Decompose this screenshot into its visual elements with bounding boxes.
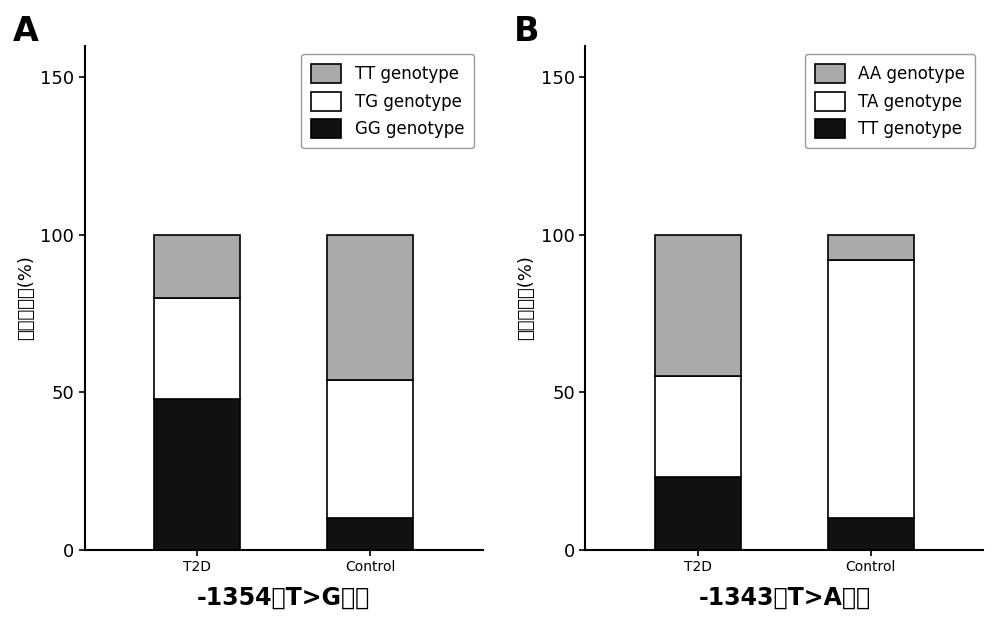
Bar: [828, 235, 914, 260]
Y-axis label: 基因型频率(%): 基因型频率(%): [517, 255, 535, 340]
Y-axis label: 基因型频率(%): 基因型频率(%): [17, 255, 35, 340]
X-axis label: -1354位T>G突变: -1354位T>G突变: [197, 585, 370, 609]
Bar: [655, 477, 741, 550]
Legend: TT genotype, TG genotype, GG genotype: TT genotype, TG genotype, GG genotype: [301, 54, 474, 148]
Bar: [154, 399, 240, 550]
Bar: [655, 235, 741, 376]
Bar: [655, 376, 741, 477]
Bar: [154, 235, 240, 298]
Text: B: B: [514, 15, 539, 48]
X-axis label: -1343位T>A突变: -1343位T>A突变: [698, 585, 870, 609]
Bar: [154, 298, 240, 399]
Legend: AA genotype, TA genotype, TT genotype: AA genotype, TA genotype, TT genotype: [805, 54, 975, 148]
Bar: [828, 260, 914, 518]
Text: A: A: [13, 15, 39, 48]
Bar: [327, 235, 413, 379]
Bar: [828, 518, 914, 550]
Bar: [327, 379, 413, 518]
Bar: [327, 518, 413, 550]
